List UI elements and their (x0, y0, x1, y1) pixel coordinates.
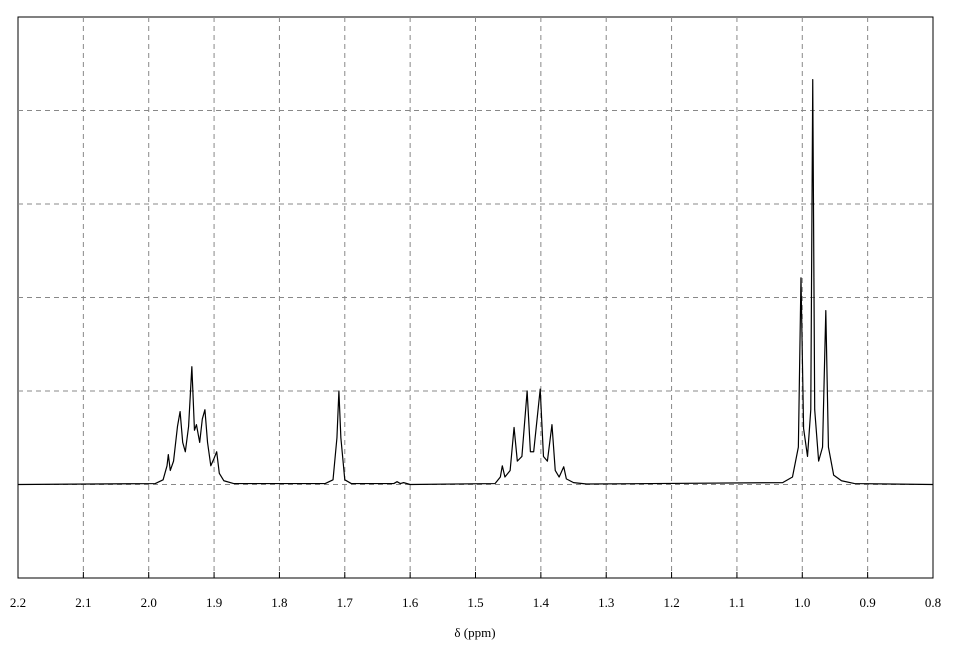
x-tick-label: 2.0 (141, 595, 157, 610)
x-tick-label: 1.5 (467, 595, 483, 610)
x-tick-label: 1.8 (271, 595, 287, 610)
x-tick-label: 1.6 (402, 595, 419, 610)
x-tick-label: 2.2 (10, 595, 26, 610)
x-tick-label: 1.9 (206, 595, 222, 610)
x-axis-label: δ (ppm) (454, 625, 495, 640)
x-tick-label: 1.0 (794, 595, 810, 610)
x-tick-label: 1.7 (337, 595, 354, 610)
x-tick-label: 1.4 (533, 595, 550, 610)
x-tick-label: 0.9 (860, 595, 876, 610)
x-tick-label: 1.1 (729, 595, 745, 610)
spectrum-line (17, 79, 934, 486)
x-tick-label: 1.2 (663, 595, 679, 610)
x-tick-label: 1.3 (598, 595, 614, 610)
x-tick-label: 2.1 (75, 595, 91, 610)
x-tick-label: 0.8 (925, 595, 941, 610)
